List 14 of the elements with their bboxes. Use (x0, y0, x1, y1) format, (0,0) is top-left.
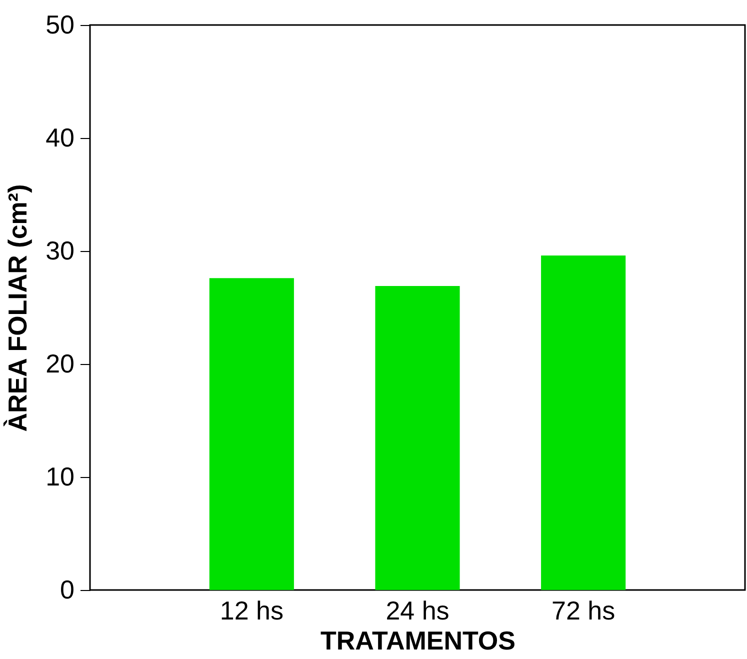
y-axis-title: ÀREA FOLIAR (cm²) (2, 184, 33, 432)
x-tick-label: 72 hs (552, 596, 616, 626)
y-tick-label: 10 (46, 462, 74, 492)
y-tick-label: 20 (46, 348, 74, 378)
bar (541, 256, 626, 590)
x-tick-label: 12 hs (220, 596, 284, 626)
y-tick-label: 30 (46, 236, 74, 266)
x-axis-title: TRATAMENTOS (320, 626, 516, 656)
bar (209, 278, 294, 590)
y-tick-label: 50 (46, 10, 74, 40)
y-tick-label: 40 (46, 122, 74, 152)
x-tick-label: 24 hs (386, 596, 450, 626)
y-tick-label: 0 (60, 574, 74, 604)
bar (375, 286, 460, 590)
